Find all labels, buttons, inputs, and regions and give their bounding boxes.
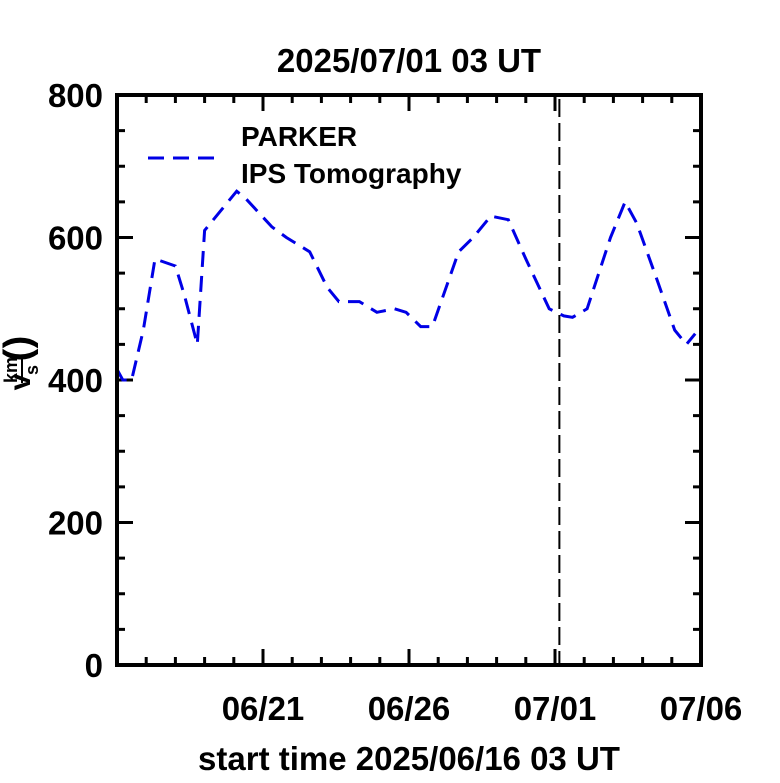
- chart-title: 2025/07/01 03 UT: [277, 42, 541, 79]
- x-tick-label: 07/06: [660, 690, 743, 727]
- y-tick-label: 600: [48, 220, 103, 257]
- legend-label-ips-tomography: IPS Tomography: [241, 158, 462, 189]
- y-axis-label: v ( km s ): [0, 336, 42, 391]
- x-tick-label: 06/26: [368, 690, 451, 727]
- y-label-symbol: v: [4, 373, 37, 390]
- y-axis-ticks: 0 200 400 600 800: [48, 77, 701, 684]
- legend-label-parker: PARKER: [241, 121, 357, 152]
- x-axis-label: start time 2025/06/16 03 UT: [198, 740, 620, 777]
- y-tick-label: 400: [48, 362, 103, 399]
- y-label-unit-denominator: s: [22, 365, 42, 375]
- x-tick-label: 07/01: [514, 690, 597, 727]
- x-tick-label: 06/21: [222, 690, 305, 727]
- y-tick-label: 200: [48, 505, 103, 542]
- y-tick-label: 0: [85, 647, 103, 684]
- y-label-paren-open: (: [0, 348, 39, 361]
- y-label-unit-numerator: km: [1, 357, 21, 383]
- legend: PARKER IPS Tomography: [148, 121, 462, 189]
- series-line-parker: [115, 189, 697, 382]
- plot-frame: [115, 93, 703, 667]
- x-axis-ticks: 06/21 06/26 07/01 07/06: [115, 95, 743, 727]
- y-tick-label: 800: [48, 77, 103, 114]
- y-label-paren-close: ): [0, 336, 39, 349]
